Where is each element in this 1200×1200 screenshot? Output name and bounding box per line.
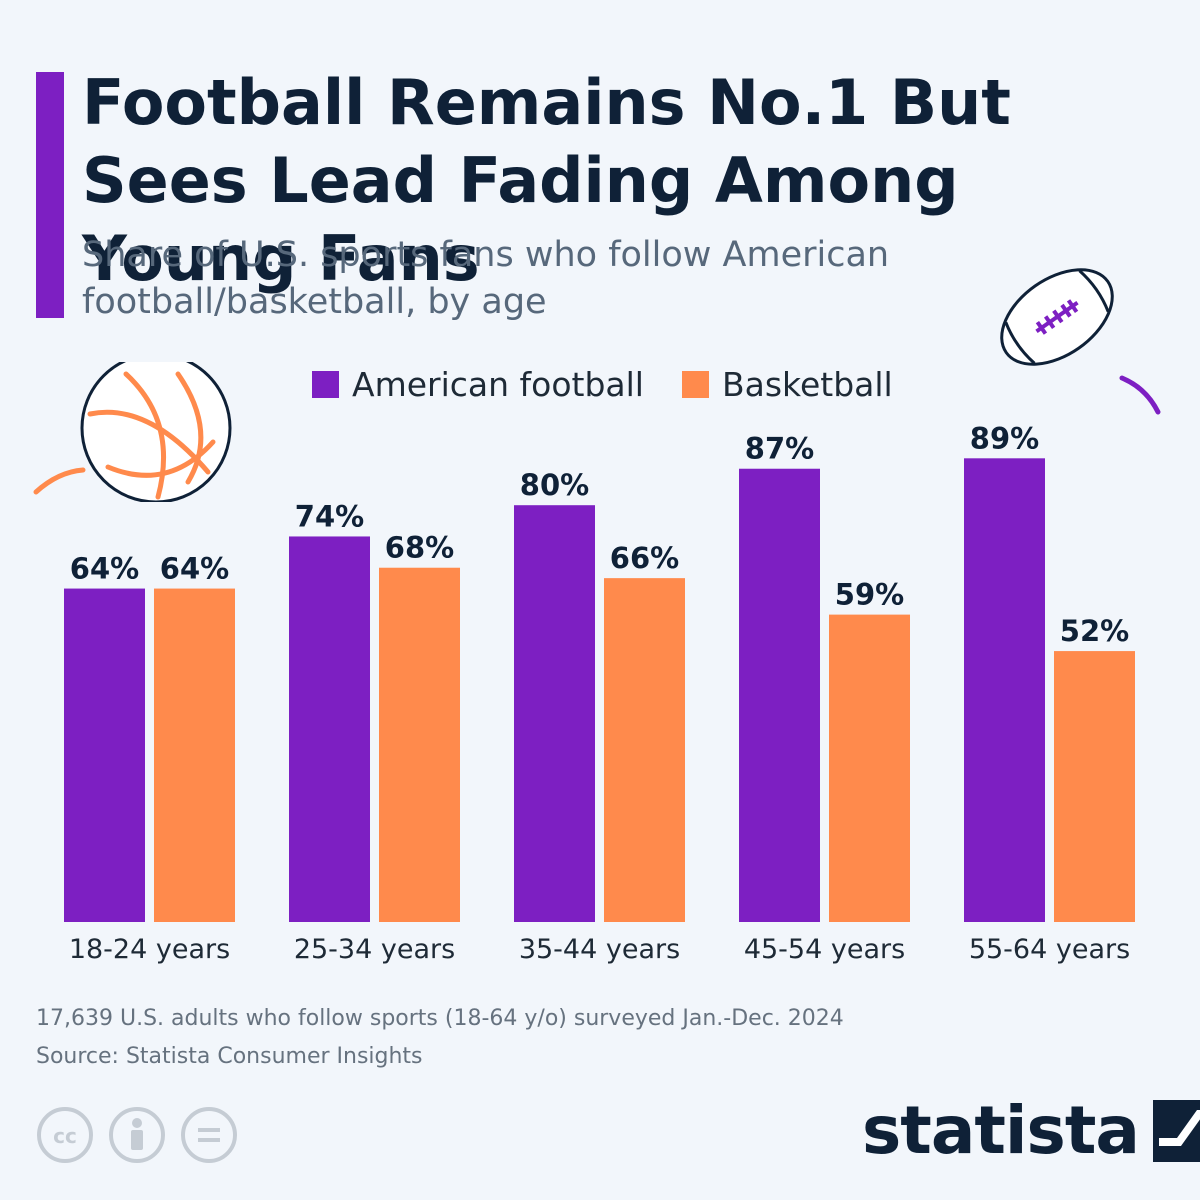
data-label-football-2: 74%: [295, 499, 364, 533]
bar-basketball-4: [829, 614, 910, 922]
source-note: Source: Statista Consumer Insights: [36, 1044, 423, 1069]
bar-basketball-2: [379, 567, 460, 922]
data-label-basketball-2: 68%: [385, 531, 454, 565]
data-label-basketball-1: 64%: [160, 552, 229, 586]
data-label-football-4: 87%: [745, 432, 814, 466]
x-tick-label-4: 45-54 years: [744, 934, 905, 965]
chart-subtitle: Share of U.S. sports fans who follow Ame…: [82, 235, 890, 322]
data-label-basketball-4: 59%: [835, 578, 904, 612]
data-label-basketball-5: 52%: [1060, 614, 1129, 648]
legend-item-basketball: Basketball: [681, 364, 893, 404]
x-tick-label-5: 55-64 years: [969, 934, 1130, 965]
bar-football-1: [64, 588, 145, 922]
svg-text:cc: cc: [53, 1124, 77, 1148]
legend-label-basketball: Basketball: [721, 364, 893, 404]
bar-chart: 64% 64% 18-24 years 74% 68% 25-34 years 80% 66%…: [64, 421, 1135, 965]
no-derivatives-icon[interactable]: [180, 1106, 238, 1164]
data-label-basketball-3: 66%: [610, 541, 679, 575]
statista-logo-icon: [1152, 1099, 1200, 1162]
football-icon: [1000, 268, 1161, 415]
data-label-football-1: 64%: [70, 552, 139, 586]
bar-football-2: [289, 536, 370, 922]
bar-football-5: [964, 458, 1045, 922]
cc-icon[interactable]: cc: [36, 1106, 94, 1164]
data-label-football-3: 80%: [520, 468, 589, 502]
legend-swatch-basketball: [681, 370, 709, 398]
legend-item-football: American football: [312, 365, 644, 404]
legend: American football Basketball: [312, 362, 931, 406]
bar-football-4: [739, 468, 820, 922]
data-label-football-5: 89%: [970, 421, 1039, 455]
license-icons: cc: [36, 1106, 252, 1164]
statista-brand[interactable]: statista: [862, 1092, 1200, 1169]
bar-basketball-5: [1054, 651, 1135, 922]
basketball-icon: [33, 362, 232, 502]
legend-swatch-football: [312, 370, 339, 398]
accent-bar: [36, 72, 64, 318]
bar-football-3: [514, 505, 595, 922]
x-tick-label-1: 18-24 years: [69, 934, 230, 965]
bar-basketball-1: [154, 588, 235, 922]
x-tick-label-3: 35-44 years: [519, 934, 680, 965]
legend-label-football: American football: [352, 364, 644, 404]
chart-title: Football Remains No.1 But Sees Lead Fadi…: [82, 66, 1011, 295]
brand-wordmark: statista: [862, 1092, 1140, 1169]
footnote: 17,639 U.S. adults who follow sports (18…: [36, 1000, 844, 1076]
attribution-icon[interactable]: [108, 1106, 166, 1164]
bar-basketball-3: [604, 578, 685, 922]
x-tick-label-2: 25-34 years: [294, 934, 455, 965]
survey-note: 17,639 U.S. adults who follow sports (18…: [36, 1006, 844, 1031]
